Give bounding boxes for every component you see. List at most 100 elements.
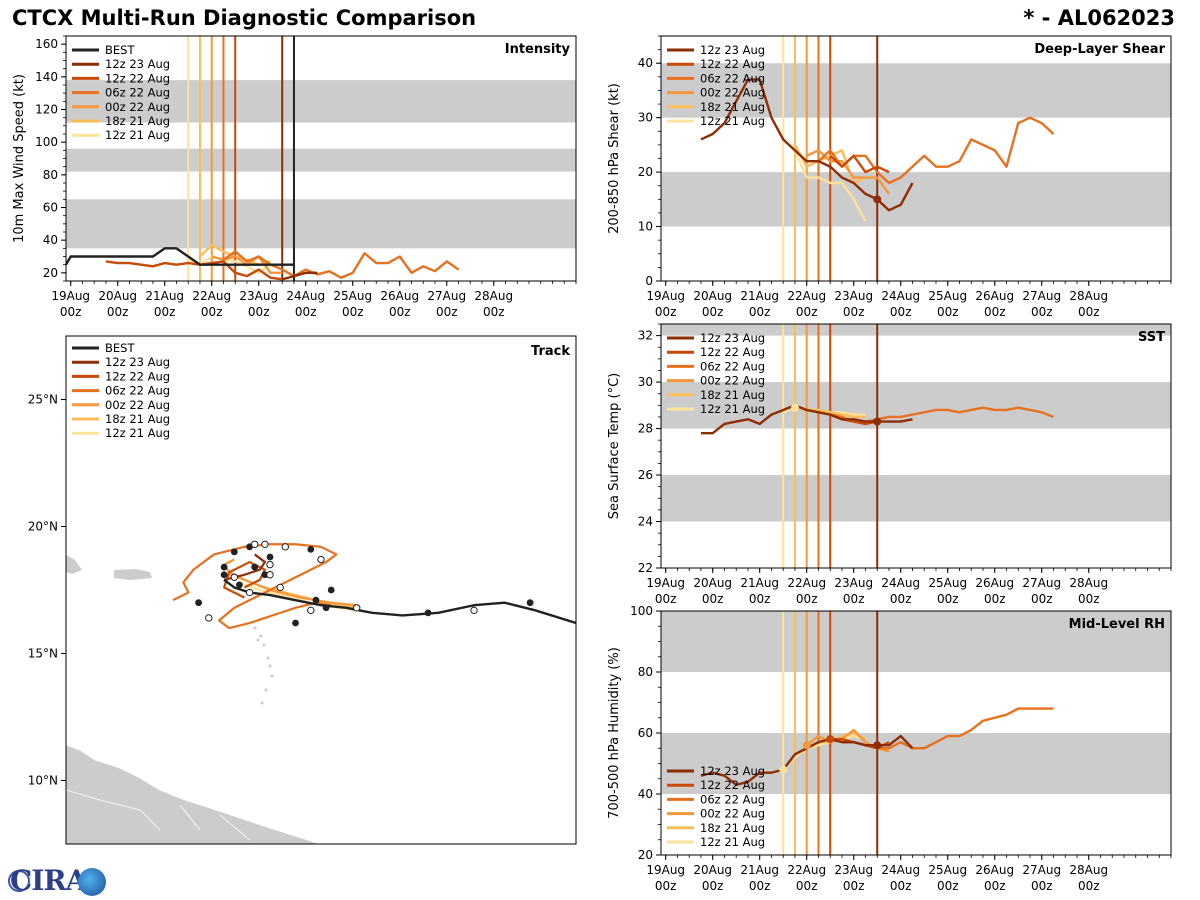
shaded-band: [661, 324, 1171, 336]
track-point: [205, 614, 213, 622]
land-island: [264, 688, 268, 692]
track-point: [251, 540, 259, 548]
legend-label: 12z 22 Aug: [700, 345, 765, 359]
track-point: [307, 545, 315, 553]
series-line: [829, 154, 890, 174]
x-tick-label: 26Aug: [975, 289, 1014, 303]
shaded-band: [66, 80, 576, 123]
x-tick-label: 00z: [655, 879, 677, 893]
legend-label: 12z 21 Aug: [105, 426, 170, 440]
x-tick-label: 00z: [702, 879, 724, 893]
y-tick-label: 80: [43, 168, 58, 182]
legend-label: 18z 21 Aug: [105, 114, 170, 128]
legend-label: 00z 22 Aug: [105, 100, 170, 114]
x-tick-label: 00z: [843, 305, 865, 319]
x-tick-label: 00z: [1078, 879, 1100, 893]
x-tick-label: 21Aug: [145, 289, 184, 303]
x-tick-label: 00z: [984, 879, 1006, 893]
panel-title: Mid-Level RH: [1069, 617, 1165, 632]
y-tick-label: 25°N: [28, 393, 58, 407]
sst-plot-area: [661, 324, 1171, 568]
land-island: [66, 555, 82, 574]
shaded-band: [66, 199, 576, 249]
storm-id: * - AL062023: [1023, 6, 1175, 30]
shaded-band: [661, 63, 1171, 118]
panel-title: Intensity: [505, 42, 571, 57]
legend-label: 18z 21 Aug: [700, 100, 765, 114]
track-point: [230, 573, 239, 581]
track-point: [230, 548, 238, 556]
shaded-band: [66, 148, 576, 172]
track-point: [266, 553, 274, 561]
y-tick-label: 20: [43, 266, 58, 280]
y-tick-label: 40: [638, 787, 653, 801]
legend-label: 00z 22 Aug: [700, 374, 765, 388]
y-tick-label: 26: [638, 468, 653, 482]
series-line: [281, 271, 318, 281]
y-tick-label: 15°N: [28, 647, 58, 661]
track-point: [245, 588, 254, 597]
y-tick-label: 80: [638, 665, 653, 679]
track-point: [236, 581, 243, 589]
x-tick-label: 22Aug: [787, 863, 826, 877]
series-marker: [873, 417, 882, 426]
x-tick-label: 00z: [1078, 592, 1100, 606]
land-island: [114, 569, 152, 580]
x-tick-label: 22Aug: [192, 289, 231, 303]
series-line: [66, 247, 294, 266]
track-point: [317, 555, 325, 564]
x-tick-label: 00z: [655, 305, 677, 319]
rh-plot-area: [661, 611, 1171, 855]
y-tick-label: 10°N: [28, 774, 58, 788]
track-point: [470, 606, 478, 615]
legend-label: 06z 22 Aug: [105, 384, 170, 398]
rh-panel: 20 40 60 80 100 19Aug 00z 20Aug 00z 21Aug 00z 22Aug…: [607, 604, 1172, 893]
x-tick-label: 28Aug: [1069, 576, 1108, 590]
x-tick-label: 00z: [937, 592, 959, 606]
land-island: [260, 701, 264, 705]
land-south-america: [66, 744, 321, 844]
land-island: [259, 634, 263, 638]
x-tick-label: 00z: [749, 879, 771, 893]
y-tick-label: 20°N: [28, 520, 58, 534]
x-tick-label: 21Aug: [740, 289, 779, 303]
legend-label: 00z 22 Aug: [700, 807, 765, 821]
track-map-area: [66, 540, 576, 844]
shear-plot-area: [661, 36, 1171, 281]
y-tick-label: 20: [638, 848, 653, 862]
x-tick-label: 19Aug: [51, 289, 90, 303]
x-tick-label: 20Aug: [693, 289, 732, 303]
legend-label: 12z 23 Aug: [105, 355, 170, 369]
track-point: [327, 586, 335, 594]
x-tick-label: 27Aug: [1022, 289, 1061, 303]
x-tick-label: 00z: [796, 592, 818, 606]
x-tick-label: 23Aug: [834, 863, 873, 877]
track-point: [292, 619, 299, 627]
y-tick-label: 30: [638, 111, 653, 125]
y-tick-label: 10: [638, 220, 653, 234]
series-marker: [826, 735, 835, 744]
legend-label: 12z 22 Aug: [700, 778, 765, 792]
track-line: [172, 543, 338, 630]
legend-label: 06z 22 Aug: [700, 792, 765, 806]
x-tick-label: 22Aug: [787, 576, 826, 590]
legend-label: 18z 21 Aug: [700, 821, 765, 835]
series-line: [817, 116, 1055, 185]
x-tick-label: 00z: [796, 879, 818, 893]
x-tick-label: 26Aug: [975, 863, 1014, 877]
y-tick-label: 60: [638, 726, 653, 740]
intensity-plot-area: [66, 36, 576, 281]
x-tick-label: 00z: [483, 305, 505, 319]
x-tick-label: 00z: [702, 592, 724, 606]
x-tick-label: 25Aug: [928, 289, 967, 303]
x-tick-label: 00z: [248, 305, 270, 319]
legend-label: 12z 23 Aug: [105, 57, 170, 71]
y-tick-label: 0: [645, 274, 653, 288]
legend-label: 12z 21 Aug: [105, 128, 170, 142]
x-tick-label: 00z: [436, 305, 458, 319]
track-point: [281, 543, 289, 551]
series-marker: [779, 765, 788, 774]
x-tick-label: 22Aug: [787, 289, 826, 303]
track-line: [223, 560, 266, 599]
